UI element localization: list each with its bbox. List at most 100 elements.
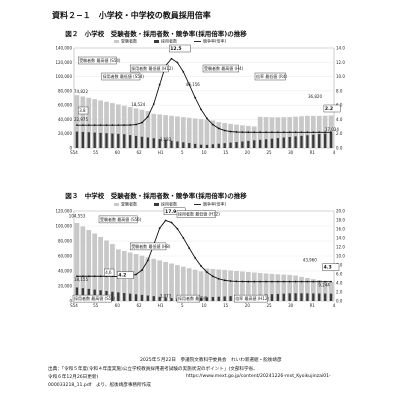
hires-bar bbox=[312, 134, 315, 148]
applicants-bar bbox=[216, 269, 222, 301]
annotation-box bbox=[176, 294, 200, 303]
annotation-mid_hires: 18,524 bbox=[131, 102, 145, 107]
y-left-tick-label: 0 bbox=[69, 299, 72, 304]
y-right-tick-label: 18.0 bbox=[336, 218, 345, 223]
applicants-bar bbox=[74, 223, 80, 301]
applicants-bar bbox=[74, 95, 80, 148]
annotation-label_f: 倍率 最高値 (H12) bbox=[235, 295, 269, 301]
hires-bar bbox=[270, 138, 274, 148]
applicants-bar bbox=[92, 99, 98, 148]
legend-swatch-hires bbox=[154, 40, 159, 43]
x-tick-label: S54 bbox=[70, 150, 78, 155]
ratio-point bbox=[81, 275, 84, 278]
hires-bar bbox=[247, 140, 250, 148]
ratio-point bbox=[324, 131, 327, 134]
ratio-point bbox=[217, 127, 220, 130]
applicants-bar bbox=[210, 268, 216, 301]
applicants-bar bbox=[98, 236, 103, 301]
ratio-point bbox=[288, 280, 291, 283]
hires-bar bbox=[75, 287, 79, 301]
applicants-bar bbox=[121, 105, 127, 148]
hires-bar bbox=[306, 293, 309, 301]
hires-bar bbox=[164, 139, 167, 148]
ratio-point bbox=[152, 103, 155, 105]
applicants-bar bbox=[157, 260, 163, 301]
ratio-point bbox=[194, 256, 197, 259]
y-left-tick-label: 100,000 bbox=[55, 74, 72, 79]
y-left-tick-label: 60,000 bbox=[58, 103, 72, 108]
applicants-bar bbox=[192, 269, 198, 301]
ratio-point bbox=[158, 227, 161, 230]
ratio-line bbox=[76, 219, 332, 283]
ratio-point bbox=[247, 280, 250, 283]
ratio-point bbox=[312, 280, 315, 283]
hires-bar bbox=[170, 140, 173, 148]
applicants-bar bbox=[204, 119, 210, 148]
y-right-tick-label: 20.0 bbox=[336, 209, 345, 214]
ratio-point bbox=[247, 131, 250, 134]
ratio-point bbox=[123, 124, 126, 127]
hires-bar bbox=[211, 144, 215, 148]
x-tick-label: 60 bbox=[115, 150, 121, 155]
y-right-tick-label: 4.0 bbox=[336, 117, 343, 122]
ratio-point bbox=[229, 280, 232, 282]
annotation-box bbox=[78, 56, 117, 65]
ratio-point bbox=[200, 108, 202, 111]
hires-bar bbox=[152, 296, 155, 301]
annotation-mid_value: 3,073 bbox=[160, 293, 172, 298]
ratio-point bbox=[259, 131, 262, 134]
source-line-2: 令和６年12月26日更新) bbox=[48, 375, 99, 380]
annotation-label_e: 倍率 最低値 (R4) bbox=[256, 73, 287, 79]
hires-bar bbox=[329, 293, 333, 301]
ratio-point bbox=[99, 275, 102, 278]
y-right-tick-label: 6.0 bbox=[336, 272, 343, 277]
ratio-point bbox=[276, 131, 279, 134]
annotation-label_b: 採用者数 最低値 (S54) bbox=[103, 73, 145, 79]
x-tick-label: 5 bbox=[181, 303, 184, 308]
hires-bar bbox=[323, 293, 327, 301]
annotation-box bbox=[254, 72, 286, 81]
ratio-point bbox=[306, 280, 309, 283]
ratio-point bbox=[211, 123, 214, 126]
hires-bar bbox=[318, 293, 321, 301]
applicants-bar bbox=[245, 125, 251, 148]
applicants-bar bbox=[257, 273, 263, 301]
ratio-point bbox=[76, 124, 78, 127]
annotation-box bbox=[129, 242, 167, 251]
ratio-point bbox=[164, 219, 167, 222]
applicants-bar bbox=[234, 270, 239, 301]
annotation-end_applicants: 43,960 bbox=[303, 257, 317, 262]
hires-bar bbox=[117, 292, 120, 301]
y-right-tick-label: 10.0 bbox=[336, 254, 345, 259]
ratio-point bbox=[229, 130, 232, 133]
hires-bar bbox=[99, 132, 102, 148]
applicants-bar bbox=[169, 115, 174, 148]
hires-bar bbox=[123, 134, 126, 148]
ratio-point bbox=[135, 123, 137, 126]
ratio-point bbox=[294, 280, 297, 283]
x-tick-label: R1 bbox=[310, 303, 316, 308]
hires-bar bbox=[105, 133, 108, 148]
hires-bar bbox=[158, 139, 161, 148]
x-tick-label: 20 bbox=[245, 150, 251, 155]
hires-bar bbox=[93, 132, 96, 148]
hires-bar bbox=[205, 144, 209, 148]
source-line-1: 出典：「令和５年度(令和４年度実施)公立学校教員採用選考試験の実施状況のポイント… bbox=[48, 367, 258, 372]
hires-bar bbox=[81, 288, 85, 301]
source-url: https://www.mext.go.jp/content/20241226-… bbox=[186, 374, 331, 379]
hires-bar bbox=[329, 133, 333, 148]
applicants-bar bbox=[180, 117, 186, 148]
x-tick-label: 5 bbox=[181, 150, 184, 155]
annotation-label_d: 受験者数 最低値 (H8) bbox=[131, 243, 171, 249]
x-tick-label: 30 bbox=[288, 150, 294, 155]
ratio-point bbox=[182, 237, 185, 239]
ratio-point bbox=[211, 275, 214, 278]
ratio-point bbox=[87, 275, 90, 278]
annotation-box bbox=[98, 215, 138, 224]
hires-bar bbox=[306, 135, 309, 148]
applicants-bar bbox=[287, 274, 293, 301]
applicants-bar bbox=[133, 108, 139, 148]
ratio-point bbox=[294, 131, 297, 134]
legend-swatch-applicants bbox=[114, 40, 119, 43]
hires-bar bbox=[158, 296, 161, 301]
